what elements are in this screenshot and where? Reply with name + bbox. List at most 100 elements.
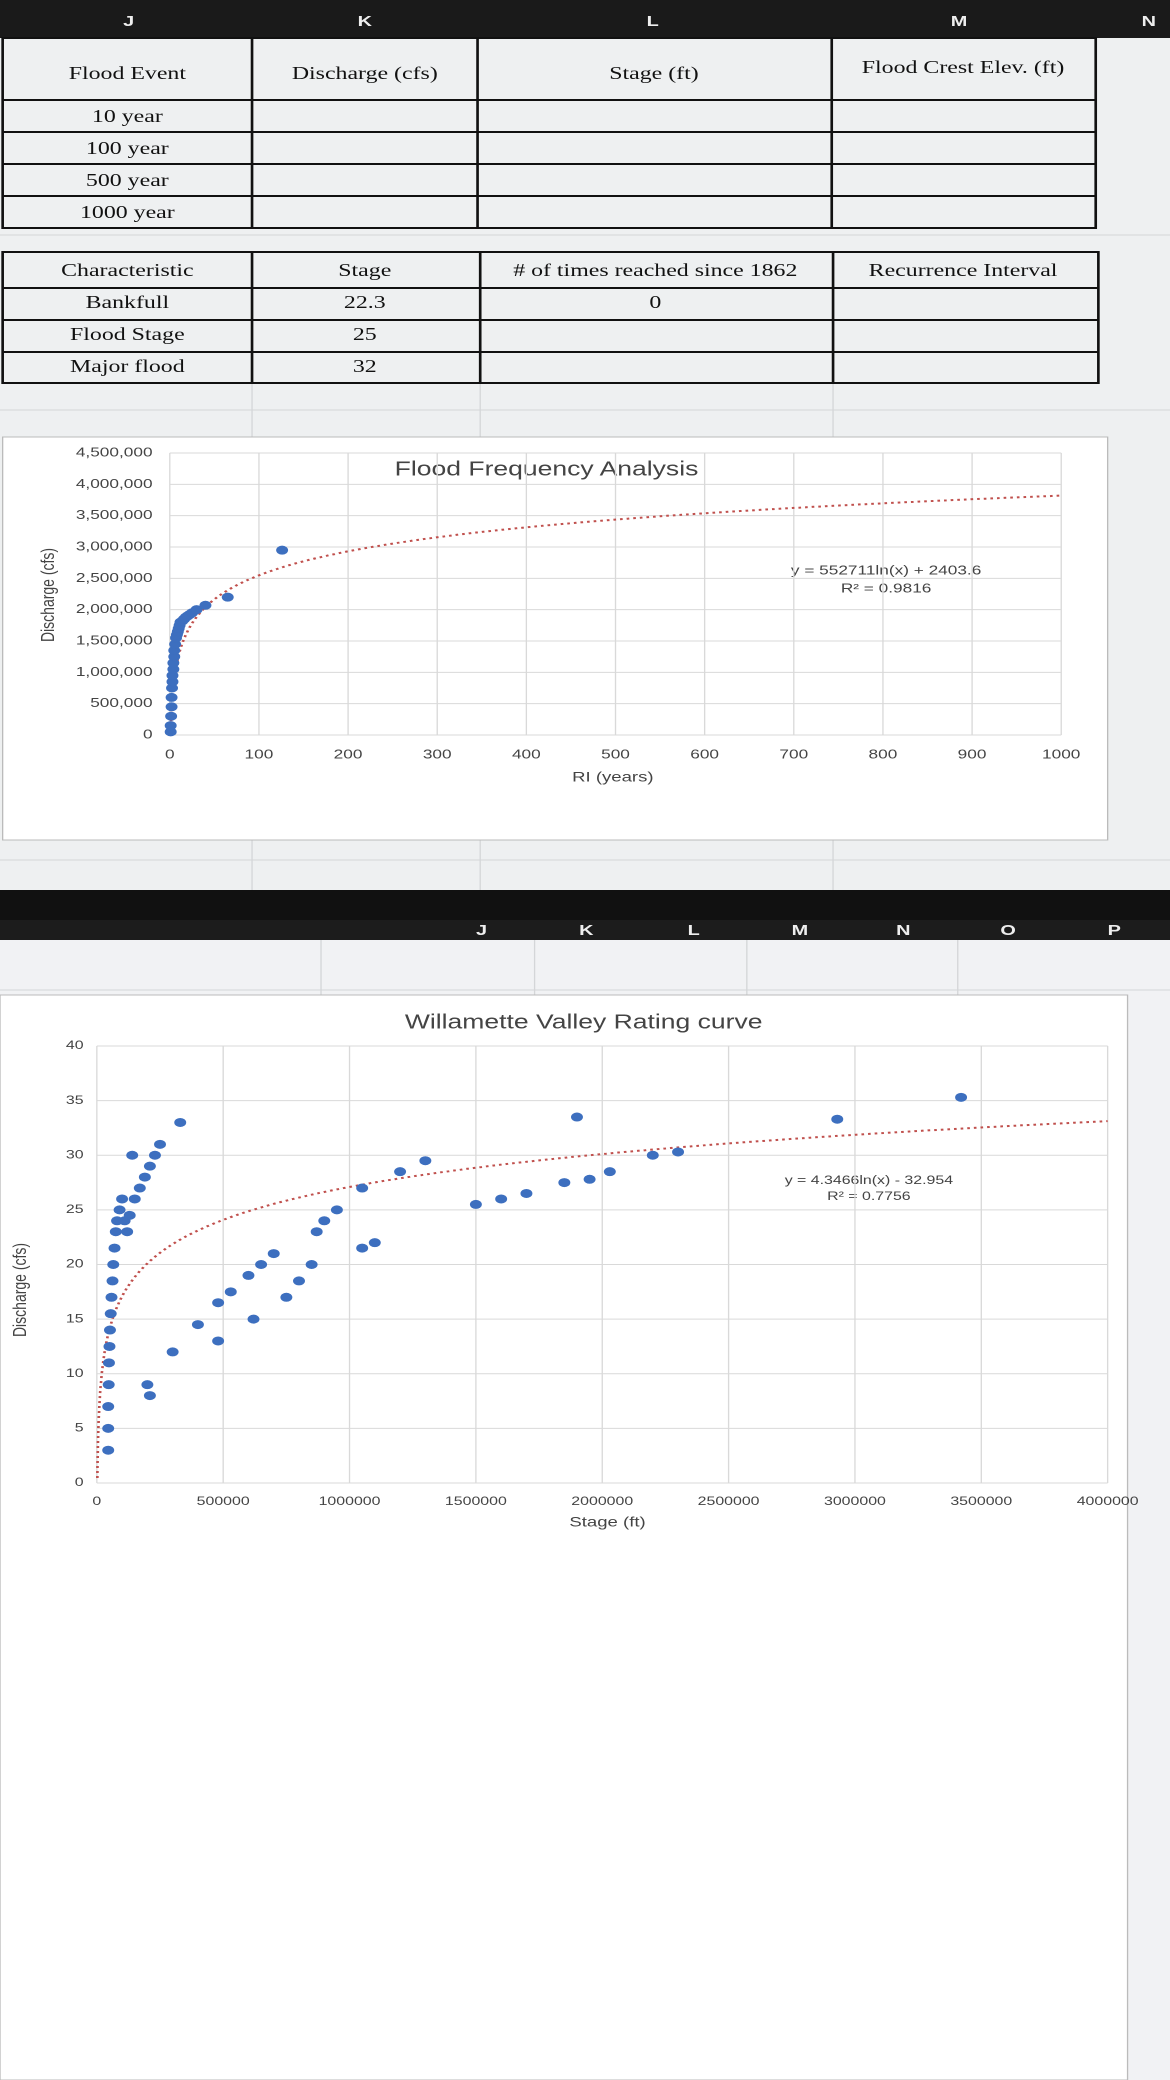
table-header: Flood Crest Elev. (ft) [862,57,1065,77]
column-letter: N [896,921,910,938]
table-cell: 1000 year [80,202,175,222]
data-point [107,1260,120,1269]
data-point [495,1194,508,1204]
data-point [104,1309,117,1319]
data-point [116,1194,129,1204]
data-point [174,1117,187,1127]
column-letter: K [579,921,594,938]
data-point [108,1243,121,1253]
table-2-borders [1,251,1100,384]
data-point [166,677,179,687]
y-axis-label: Discharge (cfs) [38,548,58,642]
data-point [106,1276,119,1286]
x-tick-label: 0 [92,1494,101,1508]
data-point [165,711,178,721]
x-tick-label: 500 [601,747,630,761]
data-point [293,1276,305,1286]
table-cell: 22.3 [344,292,386,312]
y-tick-label: 15 [66,1311,84,1325]
data-point [646,1150,659,1160]
x-axis-label: RI (years) [572,770,653,785]
column-letter: M [792,921,809,938]
x-tick-label: 300 [423,747,452,761]
data-point [672,1147,685,1157]
data-point [831,1114,844,1124]
chart-title: Flood Frequency Analysis [395,457,699,479]
data-point [955,1092,968,1102]
data-point [104,1325,116,1335]
table-cell: 25 [353,324,377,344]
table-cell: 0 [649,292,661,312]
table-header: Flood Event [69,63,186,83]
column-letter: K [358,12,373,29]
x-tick-label: 1000 [1042,747,1080,761]
x-tick-label: 3000000 [824,1494,886,1508]
data-point [109,1227,122,1237]
y-tick-label: 3,000,000 [76,539,153,553]
data-point [138,1172,151,1182]
x-tick-label: 0 [165,747,175,761]
y-tick-label: 4,500,000 [76,445,153,459]
y-tick-label: 40 [66,1038,84,1052]
x-tick-label: 1000000 [319,1494,381,1508]
y-tick-label: 10 [66,1366,84,1380]
sheet-grid [0,940,1170,995]
photo-gap [0,890,1170,920]
data-point [123,1210,136,1220]
data-point [102,1358,115,1368]
data-point [102,1380,115,1390]
y-tick-label: 0 [75,1475,84,1489]
data-point [143,1161,156,1171]
column-letter: N [1142,12,1156,29]
data-point [356,1243,369,1253]
data-point [356,1183,369,1193]
table-header: # of times reached since 1862 [513,260,797,280]
data-point [102,1445,115,1455]
data-point [603,1167,616,1177]
column-letter: L [647,12,659,29]
trendline [96,1120,1108,1479]
data-point [126,1150,139,1160]
x-tick-label: 3500000 [950,1494,1012,1508]
trend-equation: y = 4.3466ln(x) - 32.954 [785,1173,954,1187]
data-point [191,1320,204,1330]
trend-equation: y = 552711ln(x) + 2403.6 [791,563,981,577]
data-point [165,702,178,712]
x-tick-label: 100 [245,747,274,761]
column-letter: P [1108,921,1122,938]
data-point [247,1314,260,1324]
table-cell: 32 [353,356,377,376]
data-point [154,1139,166,1149]
data-point [330,1205,343,1215]
data-point [224,1287,237,1297]
y-tick-label: 1,500,000 [76,633,153,647]
data-point [102,1423,115,1433]
data-point [394,1167,407,1177]
chart-title: Willamette Valley Rating curve [405,1010,763,1032]
y-tick-label: 2,000,000 [76,602,153,616]
data-point [164,721,177,731]
data-point [310,1227,323,1237]
x-axis-label: Stage (ft) [569,1515,645,1530]
x-tick-label: 800 [869,747,898,761]
data-point [168,652,181,662]
column-letter: M [951,12,968,29]
data-point [419,1156,432,1166]
data-point [113,1205,126,1215]
y-axis-label: Discharge (cfs) [10,1243,30,1337]
data-point [164,727,177,737]
y-tick-label: 4,000,000 [76,477,153,491]
y-tick-label: 35 [66,1093,84,1107]
chart-1-frame[interactable] [1,436,1109,841]
data-point [469,1199,482,1209]
x-tick-label: 600 [690,747,719,761]
data-point [212,1298,225,1308]
table-header: Recurrence Interval [869,260,1058,280]
data-point [105,1292,118,1302]
chart-2-frame[interactable] [0,994,1129,2080]
table-1-borders [1,37,1098,229]
data-point [128,1194,141,1204]
table-header: Discharge (cfs) [292,63,438,83]
plot: 0 5 10 15 20 25 30 35 40 0 500000 1000000 1500000 200… [66,1038,1139,1508]
